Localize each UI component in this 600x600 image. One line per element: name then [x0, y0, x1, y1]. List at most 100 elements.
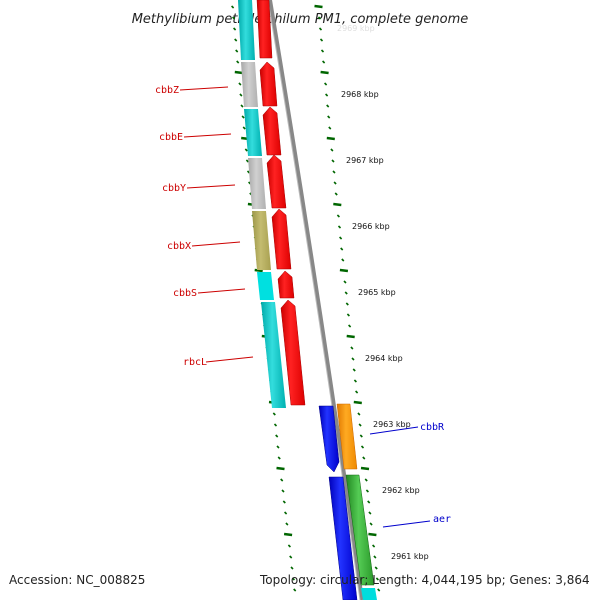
tick-mark	[290, 566, 294, 570]
tick-mark	[333, 202, 342, 207]
category-block-cyan-top	[238, 0, 255, 60]
tick-mark	[346, 334, 355, 339]
tick-mark	[353, 400, 362, 405]
tick-label-2965: 2965 kbp	[358, 288, 396, 297]
gene-label-cbbS[interactable]: cbbS	[173, 288, 197, 299]
gene-label-rbcL[interactable]: rbcL	[183, 357, 207, 368]
tick-mark	[339, 236, 343, 240]
gene-cbbR-blue-arrow	[318, 405, 340, 473]
tick-mark	[357, 412, 361, 416]
tick-mark	[285, 522, 289, 526]
tick-mark	[326, 136, 335, 141]
tick-mark	[318, 27, 323, 31]
tick-mark	[275, 434, 279, 438]
gene-cbbZ-arrow	[259, 61, 278, 107]
tick-mark	[276, 445, 280, 449]
gene-label-cbbY[interactable]: cbbY	[162, 183, 186, 194]
gene-cbbZ-shape	[256, 0, 273, 59]
tick-mark	[326, 104, 330, 108]
tick-label-2963: 2963 kbp	[373, 420, 411, 429]
category-strand	[238, 0, 286, 408]
tick-mark	[240, 104, 244, 108]
tick-mark	[238, 82, 242, 86]
tick-mark	[345, 302, 349, 306]
category-block-gray-2	[248, 158, 266, 209]
tick-mark	[324, 82, 328, 86]
tick-mark	[327, 115, 331, 119]
gene-label-cbbX[interactable]: cbbX	[167, 241, 191, 252]
tick-mark	[353, 379, 357, 383]
gene-leader-cbbE	[183, 133, 232, 138]
tick-mark	[343, 280, 347, 284]
tick-mark	[350, 346, 354, 350]
tick-mark	[245, 159, 249, 163]
tick-mark	[368, 532, 377, 537]
tick-mark	[241, 115, 245, 119]
tick-mark	[360, 466, 370, 471]
tick-mark	[348, 324, 352, 328]
tick-mark	[328, 126, 332, 130]
tick-mark	[291, 577, 295, 581]
gene-leader-cbbY	[186, 184, 236, 189]
gene-label-aer[interactable]: aer	[433, 514, 451, 525]
tick-label-2967: 2967 kbp	[346, 156, 384, 165]
gene-leader-cbbX	[191, 241, 241, 247]
tick-mark	[280, 478, 284, 482]
tick-mark	[289, 555, 293, 559]
gene-label-cbbR[interactable]: cbbR	[420, 422, 445, 433]
tick-mark	[234, 70, 243, 75]
category-block-olive	[252, 211, 271, 270]
category-block-cyan-4	[261, 302, 286, 408]
gene-cbbR-orange-shape	[336, 403, 358, 470]
tick-mark	[344, 291, 348, 295]
tick-mark	[282, 500, 286, 504]
outer-tick-ring	[314, 4, 381, 592]
tick-mark	[231, 5, 235, 9]
tick-mark	[333, 181, 337, 185]
reverse-strand-genes	[318, 403, 377, 600]
tick-mark	[334, 192, 338, 196]
gene-cbbE-arrow	[262, 106, 282, 156]
tick-mark	[273, 423, 278, 427]
tick-mark	[233, 27, 237, 31]
tick-mark	[234, 38, 238, 42]
tick-label-2968: 2968 kbp	[341, 90, 379, 99]
accession-text: Accession: NC_008825	[9, 573, 146, 587]
tick-mark	[352, 368, 356, 372]
tick-label-2961: 2961 kbp	[391, 552, 429, 561]
genome-backbone-highlight	[267, 0, 361, 600]
tick-mark	[232, 16, 236, 20]
tick-mark	[332, 170, 336, 174]
gene-leader-rbcL	[205, 356, 254, 363]
forward-strand-genes	[256, 0, 306, 406]
tick-mark	[368, 511, 372, 515]
category-block-cyan-2	[244, 109, 262, 156]
tick-mark	[341, 258, 345, 262]
gene-cbbX-arrow	[271, 208, 292, 270]
gene-label-cbbZ[interactable]: cbbZ	[155, 85, 179, 96]
tick-label-2966: 2966 kbp	[352, 222, 390, 231]
gene-leader-cbbZ	[179, 86, 229, 91]
tick-mark	[374, 566, 378, 570]
tick-mark	[362, 456, 366, 460]
tick-mark	[322, 60, 326, 64]
gene-cbbS-arrow	[277, 270, 295, 299]
tick-mark	[355, 390, 359, 394]
tick-mark	[287, 544, 291, 548]
tick-mark	[319, 38, 324, 42]
tick-mark	[359, 434, 363, 438]
gene-leader-cbbR	[369, 426, 419, 435]
category-block-gray-1	[241, 62, 258, 107]
gene-rbcL-arrow	[280, 299, 306, 406]
tick-mark	[351, 357, 355, 361]
tick-mark	[317, 16, 322, 20]
tick-mark	[276, 466, 285, 471]
tick-mark	[281, 489, 285, 493]
tick-mark	[235, 49, 239, 53]
tick-mark	[283, 532, 293, 537]
tick-mark	[239, 93, 243, 97]
gene-label-cbbE[interactable]: cbbE	[159, 132, 183, 143]
gene-aer-green-shape	[345, 474, 375, 586]
kbp-scale: 2969 kbp 2968 kbp 2967 kbp 2966 kbp 2965…	[337, 24, 429, 561]
